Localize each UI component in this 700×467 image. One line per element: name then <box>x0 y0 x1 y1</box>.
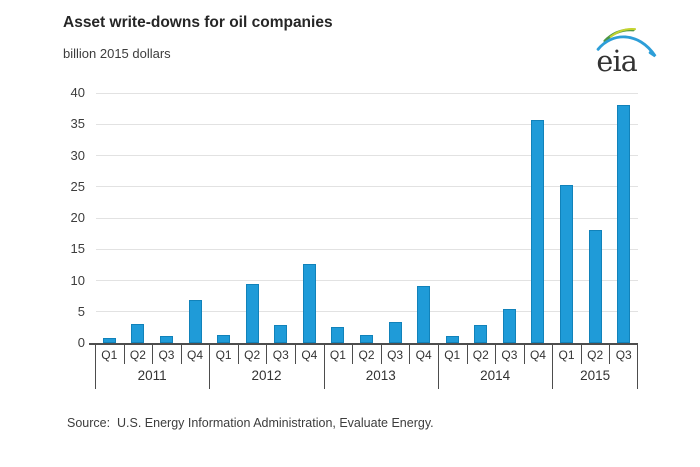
bar-2011-q4 <box>188 300 202 343</box>
chart-subtitle: billion 2015 dollars <box>63 46 171 61</box>
year-separator <box>209 345 210 389</box>
y-tick-label-0: 0 <box>77 335 85 350</box>
gridline-y-40 <box>96 92 638 94</box>
year-separator <box>324 345 325 389</box>
bar-2011-q2 <box>131 324 145 343</box>
bar-2014-q4 <box>531 120 545 343</box>
year-separator <box>95 345 96 389</box>
bar-2014-q3 <box>502 309 516 343</box>
y-tick-label-15: 15 <box>70 241 85 257</box>
y-tick-label-25: 25 <box>70 178 85 194</box>
x-tick-label-2015-q1: Q1 <box>558 348 575 362</box>
quarter-separator <box>238 345 239 364</box>
source-note: Source: U.S. Energy Information Administ… <box>67 416 434 430</box>
y-tick-label-5: 5 <box>77 303 85 319</box>
bar-2012-q3 <box>274 325 288 343</box>
x-tick-label-2012-q4: Q4 <box>301 348 318 362</box>
plot-area <box>95 92 638 343</box>
x-tick-label-2011-q4: Q4 <box>187 348 204 362</box>
gridline-y-20 <box>96 217 638 219</box>
quarter-separator <box>609 345 610 364</box>
x-group-label-2013: 2013 <box>365 368 396 383</box>
x-tick-label-2012-q2: Q2 <box>244 348 261 362</box>
quarter-separator <box>152 345 153 364</box>
bar-2012-q1 <box>217 335 231 343</box>
x-tick-label-2015-q2: Q2 <box>587 348 604 362</box>
x-tick-label-2014-q2: Q2 <box>472 348 489 362</box>
quarter-separator <box>524 345 525 364</box>
x-tick-label-2013-q1: Q1 <box>329 348 346 362</box>
y-tick-label-10: 10 <box>70 272 85 288</box>
eia-logo-text: eia <box>596 44 637 78</box>
bar-2014-q2 <box>474 325 488 343</box>
bar-2015-q2 <box>588 230 602 343</box>
gridline-y-35 <box>96 123 638 125</box>
quarter-separator <box>381 345 382 364</box>
y-tick-label-40: 40 <box>70 85 85 100</box>
x-group-label-2012: 2012 <box>251 368 282 383</box>
quarter-separator <box>181 345 182 364</box>
x-tick-label-2011-q1: Q1 <box>101 348 118 362</box>
x-tick-label-2014-q3: Q3 <box>501 348 518 362</box>
quarter-separator <box>495 345 496 364</box>
gridline-y-15 <box>96 248 638 250</box>
bar-2013-q4 <box>417 286 431 343</box>
x-tick-label-2013-q4: Q4 <box>415 348 432 362</box>
bar-2015-q1 <box>560 185 574 343</box>
eia-logo-icon: eia <box>596 27 657 78</box>
year-separator <box>637 345 638 389</box>
bar-2015-q3 <box>617 105 631 343</box>
x-group-label-2011: 2011 <box>137 368 167 383</box>
quarter-separator <box>295 345 296 364</box>
bar-2013-q1 <box>331 327 345 343</box>
bar-2012-q4 <box>302 264 316 343</box>
gridline-y-25 <box>96 186 638 188</box>
quarter-separator <box>124 345 125 364</box>
x-tick-label-2012-q3: Q3 <box>272 348 289 362</box>
x-tick-label-2013-q3: Q3 <box>387 348 404 362</box>
y-tick-label-30: 30 <box>70 147 85 163</box>
year-separator <box>552 345 553 389</box>
bar-2011-q3 <box>159 336 173 343</box>
y-tick-label-35: 35 <box>70 116 85 132</box>
bar-2014-q1 <box>445 336 459 343</box>
gridline-y-30 <box>96 155 638 156</box>
x-tick-label-2011-q3: Q3 <box>158 348 175 362</box>
bar-2013-q2 <box>360 335 373 343</box>
x-axis-line <box>89 343 638 345</box>
y-tick-label-20: 20 <box>70 210 85 225</box>
x-tick-label-2015-q3: Q3 <box>615 348 632 362</box>
chart-title: Asset write-downs for oil companies <box>63 14 333 31</box>
quarter-separator <box>352 345 353 364</box>
x-tick-label-2014-q1: Q1 <box>444 348 461 362</box>
bar-2013-q3 <box>388 322 402 343</box>
x-tick-label-2012-q1: Q1 <box>215 348 232 362</box>
x-tick-label-2011-q2: Q2 <box>129 348 146 362</box>
gridline-y-10 <box>96 280 638 281</box>
x-axis: Q1 Q2 Q3 Q4 2011 Q1 Q2 Q3 Q4 2012 Q1 Q2 Q3 Q4 2013 Q1 Q2… <box>95 345 638 393</box>
bar-2011-q1 <box>102 338 116 343</box>
quarter-separator <box>409 345 410 364</box>
x-group-label-2014: 2014 <box>480 368 511 383</box>
quarter-separator <box>581 345 582 364</box>
year-separator <box>438 345 439 389</box>
x-tick-label-2013-q2: Q2 <box>358 348 375 362</box>
x-tick-label-2014-q4: Q4 <box>529 348 546 362</box>
gridline-y-5 <box>96 311 638 313</box>
quarter-separator <box>467 345 468 364</box>
x-group-label-2015: 2015 <box>580 368 611 383</box>
quarter-separator <box>266 345 267 364</box>
bar-2012-q2 <box>245 284 259 343</box>
